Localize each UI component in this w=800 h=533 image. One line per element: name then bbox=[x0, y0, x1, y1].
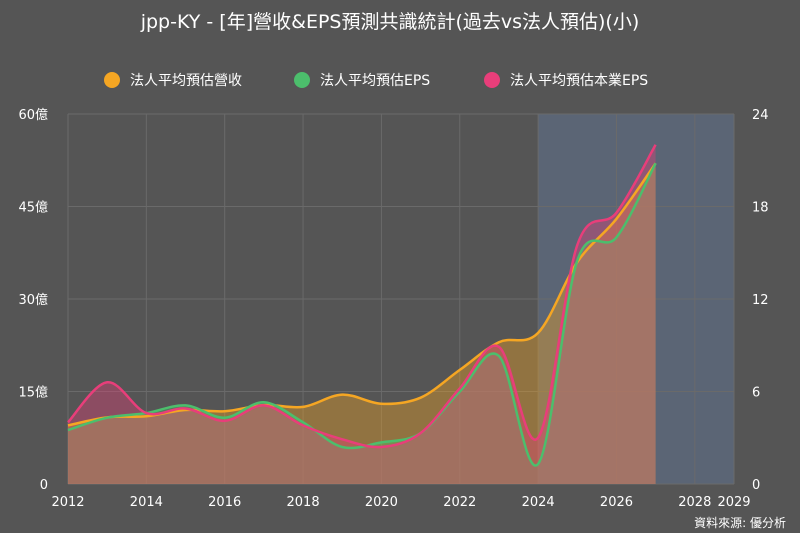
y-left-tick-label: 15億 bbox=[18, 385, 48, 401]
y-right-tick-label: 0 bbox=[752, 478, 760, 493]
chart-title: jpp-KY - [年]營收&EPS預測共識統計(過去vs法人預估)(小) bbox=[140, 11, 640, 33]
legend-label-2[interactable]: 法人平均預估本業EPS bbox=[510, 73, 648, 89]
legend-marker-1[interactable] bbox=[294, 72, 310, 88]
y-axis-left: 0 15億 30億 45億 60億 bbox=[18, 107, 48, 493]
x-tick-label: 2022 bbox=[443, 495, 476, 510]
x-tick-label: 2012 bbox=[51, 495, 84, 510]
y-right-tick-label: 12 bbox=[752, 293, 769, 308]
legend-label-1[interactable]: 法人平均預估EPS bbox=[320, 73, 430, 89]
source-note: 資料來源: 優分析 bbox=[694, 516, 786, 530]
x-tick-label: 2029 bbox=[717, 495, 750, 510]
y-axis-right: 0 6 12 18 24 bbox=[752, 108, 769, 493]
legend-marker-2[interactable] bbox=[484, 72, 500, 88]
x-tick-label: 2026 bbox=[600, 495, 633, 510]
legend: 法人平均預估營收 法人平均預估EPS 法人平均預估本業EPS bbox=[104, 72, 648, 89]
legend-label-0[interactable]: 法人平均預估營收 bbox=[130, 73, 242, 89]
series-area-2 bbox=[68, 144, 656, 485]
series-areas bbox=[68, 144, 656, 485]
x-tick-label: 2028 bbox=[678, 495, 711, 510]
y-right-tick-label: 24 bbox=[752, 108, 769, 123]
x-tick-label: 2024 bbox=[522, 495, 555, 510]
y-left-tick-label: 30億 bbox=[18, 292, 48, 308]
x-tick-label: 2016 bbox=[208, 495, 241, 510]
series-area-1 bbox=[68, 163, 656, 485]
y-right-tick-label: 6 bbox=[752, 386, 760, 401]
x-tick-label: 2020 bbox=[365, 495, 398, 510]
legend-marker-0[interactable] bbox=[104, 72, 120, 88]
series-line-2[interactable] bbox=[67, 144, 657, 449]
y-left-tick-label: 45億 bbox=[18, 200, 48, 216]
x-tick-label: 2014 bbox=[130, 495, 163, 510]
y-left-tick-label: 0 bbox=[40, 478, 48, 493]
x-axis: 2012 2014 2016 2018 2020 2022 2024 2026 2028 2029 bbox=[51, 495, 750, 510]
grid bbox=[67, 113, 735, 485]
series-lines bbox=[67, 144, 657, 467]
x-tick-label: 2018 bbox=[287, 495, 320, 510]
y-right-tick-label: 18 bbox=[752, 201, 769, 216]
y-left-tick-label: 60億 bbox=[18, 107, 48, 123]
series-line-1[interactable] bbox=[67, 162, 657, 467]
series-area-0 bbox=[68, 163, 656, 485]
